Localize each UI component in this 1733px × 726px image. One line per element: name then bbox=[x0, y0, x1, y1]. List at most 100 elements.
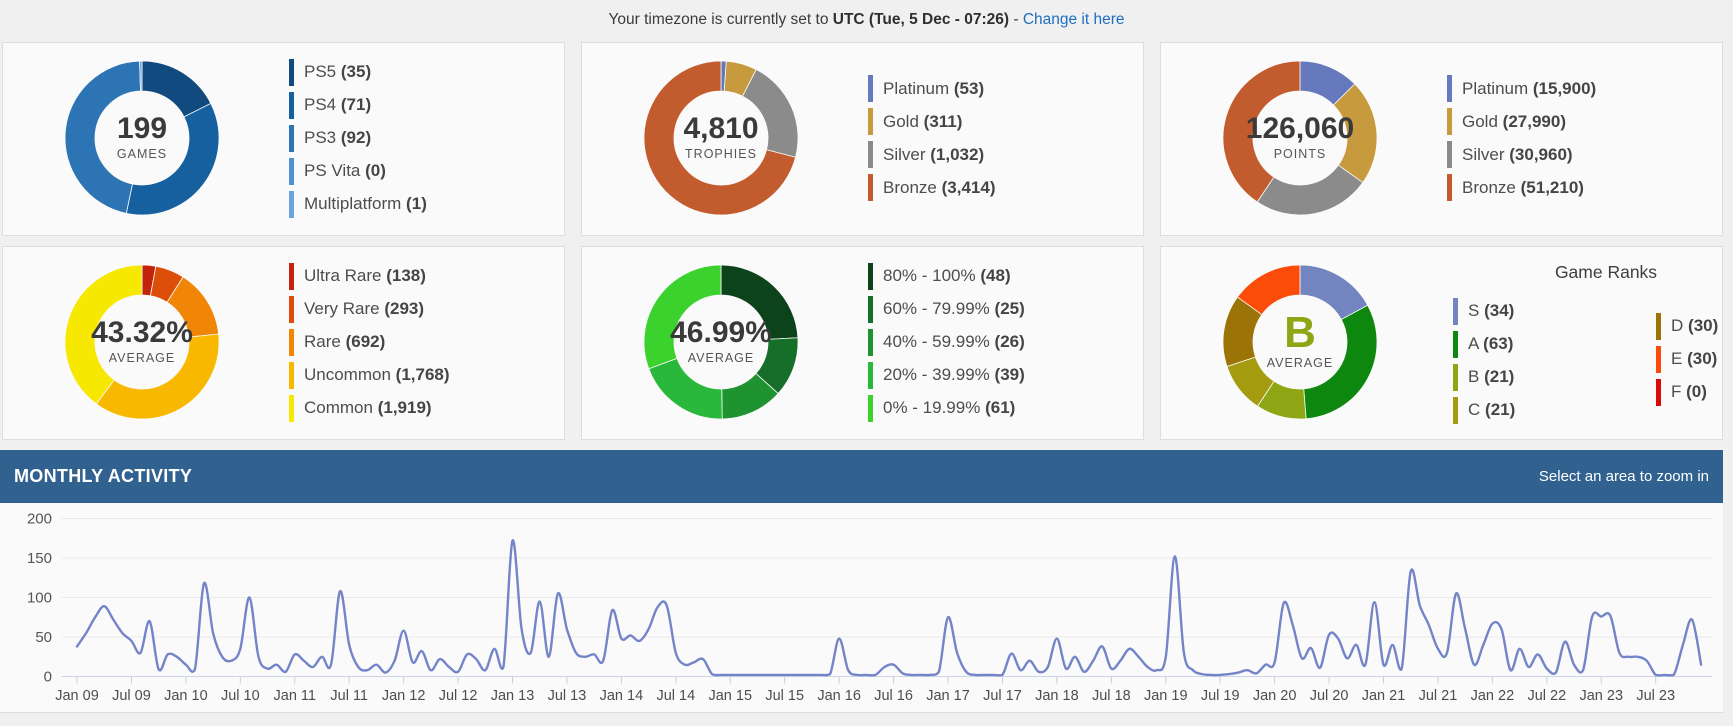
completion-average-segment-20-39-99- bbox=[648, 357, 723, 420]
trophies-by-type-segment-bronze bbox=[643, 60, 797, 216]
legend-label-name: 20% - 39.99% bbox=[883, 365, 990, 384]
legend-label-count: 692 bbox=[351, 332, 380, 351]
legend-item-completion-average-20-39-99-: 20% - 39.99% (39) bbox=[868, 361, 1025, 389]
legend-label: 80% - 100% (48) bbox=[883, 266, 1011, 285]
legend-label-name: S bbox=[1468, 301, 1480, 320]
legend-item-completion-average-40-59-99-: 40% - 59.99% (26) bbox=[868, 328, 1025, 356]
legend-item-points-by-type-silver: Silver (30,960) bbox=[1447, 141, 1573, 168]
legend-item-game-ranks-a: A (63) bbox=[1453, 330, 1514, 358]
legend-item-completion-average-0-19-99-: 0% - 19.99% (61) bbox=[868, 394, 1015, 422]
legend-label-name: Common bbox=[304, 398, 373, 417]
x-axis-label: Jul 21 bbox=[1419, 688, 1458, 704]
legend-label-count: 293 bbox=[390, 299, 419, 318]
legend-item-trophies-by-type-platinum: Platinum (53) bbox=[868, 75, 984, 102]
completion-average-donut bbox=[643, 264, 799, 420]
legend-item-game-ranks-b: B (21) bbox=[1453, 363, 1514, 391]
legend-label: Gold (311) bbox=[883, 111, 963, 131]
legend-marker-icon bbox=[1453, 363, 1458, 391]
legend-label: F (0) bbox=[1671, 382, 1707, 401]
legend-marker-icon bbox=[1447, 174, 1452, 201]
legend-item-game-ranks-s: S (34) bbox=[1453, 297, 1515, 325]
legend-marker-icon bbox=[1453, 330, 1458, 358]
y-axis-label-0: 0 bbox=[44, 669, 52, 686]
completion-average-segment-0-19-99- bbox=[643, 264, 722, 370]
legend-label-name: PS Vita bbox=[304, 161, 361, 180]
legend-marker-icon bbox=[289, 190, 294, 218]
x-axis-label: Jul 11 bbox=[330, 688, 368, 704]
legend-item-points-by-type-bronze: Bronze (51,210) bbox=[1447, 174, 1584, 201]
legend-label-name: Very Rare bbox=[304, 299, 380, 318]
game-ranks-segment-a bbox=[1303, 304, 1378, 420]
legend-label-count: 35 bbox=[346, 62, 366, 81]
legend-label: Gold (27,990) bbox=[1462, 111, 1566, 131]
legend-marker-icon bbox=[289, 394, 294, 422]
legend-item-points-by-type-gold: Gold (27,990) bbox=[1447, 108, 1566, 135]
activity-line bbox=[75, 539, 1703, 677]
x-axis-label: Jul 19 bbox=[1201, 688, 1240, 704]
legend-marker-icon bbox=[868, 141, 873, 168]
timezone-text-prefix: Your timezone is currently set to bbox=[608, 11, 833, 28]
games-by-platform-donut bbox=[64, 60, 220, 216]
legend-marker-icon bbox=[868, 295, 873, 323]
x-axis-label: Jan 18 bbox=[1035, 688, 1079, 704]
panel-games-by-platform: 199 GAMES PS5 (35) PS4 (71) PS3 (92) PS Vita … bbox=[2, 42, 565, 236]
legend-marker-icon bbox=[868, 174, 873, 201]
rarity-average-segment-common bbox=[64, 264, 143, 405]
timezone-separator: - bbox=[1009, 11, 1023, 28]
legend-label: Uncommon (1,768) bbox=[304, 365, 450, 384]
legend-label-name: Rare bbox=[304, 332, 341, 351]
legend-label-name: 60% - 79.99% bbox=[883, 299, 990, 318]
legend-label: Bronze (3,414) bbox=[883, 177, 996, 197]
legend-label: Ultra Rare (138) bbox=[304, 266, 426, 285]
legend-label: E (30) bbox=[1671, 349, 1718, 368]
x-axis-label: Jul 14 bbox=[656, 688, 695, 704]
game-ranks-segment-e bbox=[1236, 264, 1301, 316]
legend-marker-icon bbox=[1453, 396, 1458, 424]
timezone-value: UTC (Tue, 5 Dec - 07:26) bbox=[832, 11, 1010, 28]
x-axis-label: Jul 16 bbox=[874, 688, 913, 704]
legend-label-name: PS5 bbox=[304, 62, 337, 81]
legend-label-count: 48 bbox=[986, 266, 1005, 285]
y-axis-label-100: 100 bbox=[27, 590, 52, 607]
legend-item-game-ranks-c: C (21) bbox=[1453, 396, 1515, 424]
legend-label: A (63) bbox=[1468, 334, 1514, 353]
legend-label-name: B bbox=[1468, 367, 1480, 386]
legend-item-game-ranks-d: D (30) bbox=[1656, 312, 1718, 340]
x-axis-label: Jan 13 bbox=[491, 688, 535, 704]
legend-label-name: Uncommon bbox=[304, 365, 391, 384]
x-axis-label: Jan 17 bbox=[926, 688, 970, 704]
change-timezone-link[interactable]: Change it here bbox=[1022, 11, 1125, 28]
legend-label-count: 92 bbox=[346, 128, 366, 147]
legend-label-count: 63 bbox=[1488, 334, 1508, 353]
panel-rarity-average: 43.32% AVERAGE Ultra Rare (138) Very Rare (… bbox=[2, 246, 565, 440]
legend-marker-icon bbox=[1447, 141, 1452, 168]
legend-label-name: Multiplatform bbox=[304, 194, 402, 213]
legend-marker-icon bbox=[1447, 108, 1452, 135]
legend-marker-icon bbox=[868, 361, 873, 389]
legend-item-rarity-average-uncommon: Uncommon (1,768) bbox=[289, 361, 450, 389]
x-axis-label: Jan 14 bbox=[600, 688, 644, 704]
legend-label: S (34) bbox=[1468, 301, 1515, 320]
legend-label: PS Vita (0) bbox=[304, 161, 386, 180]
legend-item-games-by-platform-ps3: PS3 (92) bbox=[289, 124, 371, 152]
legend-item-trophies-by-type-silver: Silver (1,032) bbox=[868, 141, 984, 168]
legend-label-name: Silver bbox=[883, 144, 926, 164]
x-axis-label: Jul 13 bbox=[548, 688, 587, 704]
legend-label-name: Bronze bbox=[883, 177, 937, 197]
legend-label-name: Gold bbox=[1462, 111, 1498, 131]
legend-marker-icon bbox=[1656, 345, 1661, 373]
legend-label-name: 80% - 100% bbox=[883, 266, 976, 285]
legend-label: Silver (30,960) bbox=[1462, 144, 1573, 164]
legend-marker-icon bbox=[289, 295, 294, 323]
legend-label-count: 1 bbox=[411, 194, 422, 213]
legend-label: Bronze (51,210) bbox=[1462, 177, 1584, 197]
x-axis-label: Jan 10 bbox=[164, 688, 208, 704]
y-axis-label-150: 150 bbox=[27, 550, 52, 567]
legend-item-games-by-platform-ps4: PS4 (71) bbox=[289, 91, 371, 119]
zoom-hint-text: Select an area to zoom in bbox=[1538, 468, 1709, 485]
y-axis-label-50: 50 bbox=[35, 629, 52, 646]
games-by-platform-segment-ps3 bbox=[64, 60, 141, 214]
panel-trophies-by-type: 4,810 TROPHIES Platinum (53) Gold (311) Silv… bbox=[581, 42, 1144, 236]
legend-label-name: PS4 bbox=[304, 95, 337, 114]
